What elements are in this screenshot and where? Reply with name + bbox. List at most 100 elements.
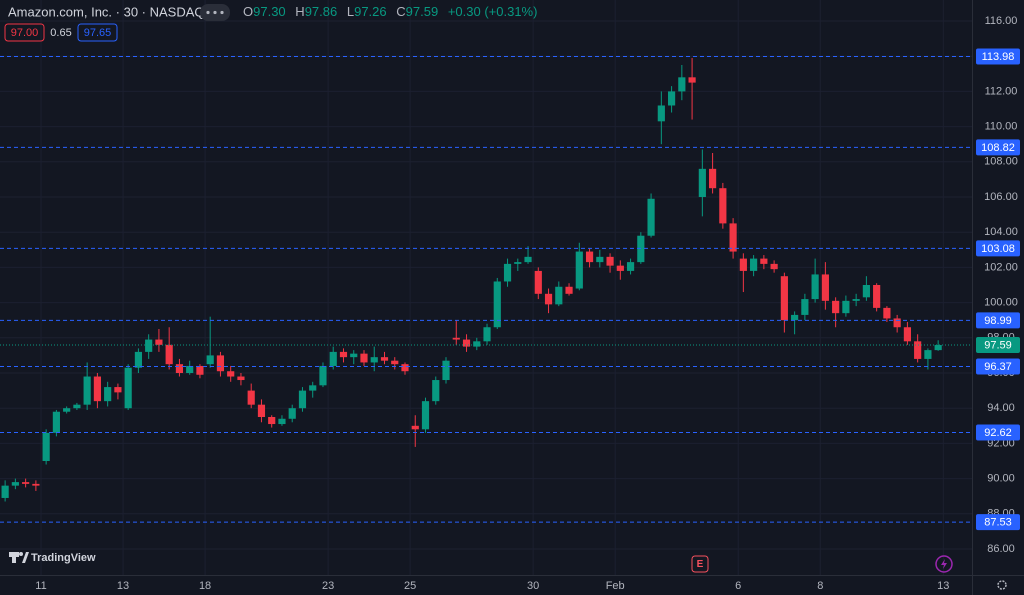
y-tick-label: 106.00 (984, 191, 1018, 203)
candle-body (637, 235, 645, 263)
earnings-marker: E (697, 559, 704, 570)
candle-body (750, 258, 758, 271)
candle-body (534, 270, 542, 294)
candle-body (544, 293, 553, 305)
candle-body (432, 380, 440, 402)
candle-body (709, 168, 717, 189)
ask: 97.65 (84, 27, 112, 39)
spread: 0.65 (50, 27, 71, 39)
candle-body (196, 365, 204, 375)
candle-body (473, 341, 481, 347)
candle-body (934, 345, 942, 351)
y-tick-label: 112.00 (985, 85, 1018, 97)
candle-body (380, 357, 389, 361)
candle-body (309, 385, 317, 391)
y-tick-label: 104.00 (984, 226, 1018, 238)
candle-body (186, 365, 194, 373)
candle-body (1, 485, 9, 498)
candle-body (606, 256, 614, 266)
level-label-bg (976, 312, 1020, 329)
y-tick-label: 102.00 (984, 261, 1018, 273)
candle-body (442, 360, 450, 381)
candle-body (462, 339, 471, 347)
bid: 97.00 (11, 27, 39, 39)
candle-body (155, 339, 163, 345)
candle-body (514, 262, 522, 264)
candle-body (821, 274, 829, 301)
candle-body (452, 337, 460, 340)
candle-body (780, 276, 788, 321)
brand: TradingView (31, 552, 96, 564)
candle-body (893, 318, 901, 328)
candle-body (791, 314, 799, 321)
change: +0.30 (+0.31%) (448, 4, 538, 19)
candle-body (227, 371, 235, 377)
y-tick-label: 110.00 (985, 121, 1018, 133)
dividend-icon[interactable] (935, 555, 953, 573)
candle-body (421, 401, 430, 430)
candle-body (493, 281, 501, 328)
candle-body (616, 265, 624, 271)
candle-body (719, 188, 727, 224)
candle-body (657, 105, 665, 122)
pill-dot (220, 10, 224, 15)
level-label: 98.99 (984, 315, 1012, 327)
level-label: 92.62 (984, 427, 1012, 439)
candle-body (319, 365, 327, 386)
last-price-label: 97.59 (984, 339, 1012, 351)
last-price-bg (976, 337, 1020, 354)
grid (0, 0, 972, 575)
level-label-bg (976, 48, 1020, 65)
candle-body (104, 387, 112, 402)
candle-body (391, 360, 399, 365)
settings-gear[interactable] (997, 580, 1007, 590)
candle-body (503, 263, 512, 282)
candle-body (862, 285, 870, 298)
chart-title: Amazon.com, Inc. · 30 · NASDAQ (8, 4, 205, 19)
y-tick-label: 108.00 (984, 156, 1018, 168)
candle-body (647, 198, 655, 236)
y-tick-label: 86.00 (987, 543, 1015, 555)
candle-body (298, 390, 307, 409)
candle-body (585, 251, 594, 263)
candle-body (73, 404, 81, 409)
candle-body (729, 223, 737, 252)
x-tick-label: Feb (606, 580, 625, 592)
pill-dot (213, 10, 217, 15)
plot (0, 56, 972, 523)
x-tick-label: 8 (817, 580, 823, 592)
ohlc-key: C (396, 4, 405, 19)
candle-body (555, 286, 563, 305)
candle-body (360, 353, 368, 363)
candle-body (688, 77, 696, 83)
candle-body (124, 367, 132, 409)
ohlc-key: O (243, 4, 253, 19)
level-label: 96.37 (984, 361, 1012, 373)
candle-body (42, 432, 50, 461)
candle-body (883, 307, 891, 319)
candle-body (575, 251, 583, 289)
candle-body (22, 482, 30, 484)
x-tick-label: 11 (35, 580, 46, 592)
candle-body (268, 417, 276, 425)
candle-body (832, 300, 840, 314)
ohlc-header: O97.30 H97.86 L97.26 C97.59 +0.30 (+0.31… (243, 4, 537, 19)
pill-dot (206, 10, 210, 15)
candle-body (257, 404, 266, 417)
x-tick-label: 25 (404, 580, 416, 592)
ask-box[interactable] (77, 23, 118, 42)
earnings-icon[interactable] (691, 555, 709, 573)
level-label-bg (976, 358, 1020, 375)
candle-body (903, 327, 911, 342)
level-label: 103.08 (981, 243, 1015, 255)
logo-part (12, 552, 16, 563)
candle-body (811, 274, 819, 300)
candle-body (329, 351, 337, 366)
x-tick-label: 13 (937, 580, 949, 592)
ohlc-key: L (347, 4, 354, 19)
bid-box[interactable] (4, 23, 45, 42)
